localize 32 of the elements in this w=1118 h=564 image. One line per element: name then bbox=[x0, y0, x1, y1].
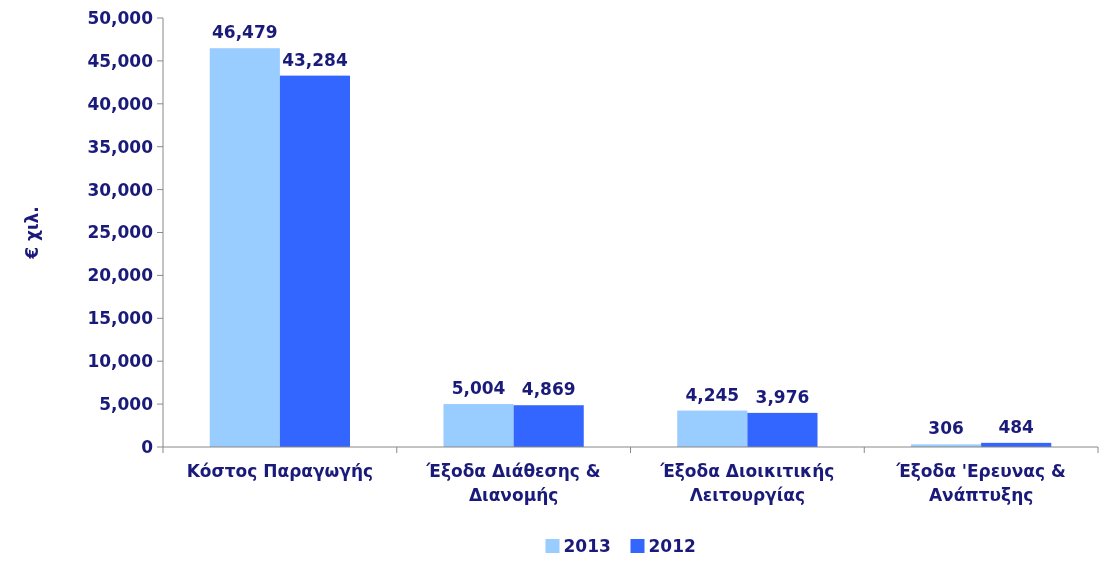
y-axis-title: € χιλ. bbox=[22, 206, 42, 260]
data-label: 3,976 bbox=[755, 386, 810, 407]
x-tick-label: Έξοδα Διοικιτικής Λειτουργίας bbox=[659, 461, 835, 505]
data-label: 484 bbox=[998, 416, 1035, 437]
y-tick-label: 20,000 bbox=[87, 265, 154, 286]
y-tick-label: 25,000 bbox=[87, 222, 154, 243]
legend-label: 2013 bbox=[563, 536, 611, 556]
y-tick-label: 5,000 bbox=[99, 394, 154, 415]
bar bbox=[677, 410, 748, 447]
data-label: 306 bbox=[928, 418, 964, 439]
data-label: 46,479 bbox=[212, 22, 278, 43]
y-tick-label: 10,000 bbox=[87, 351, 154, 372]
data-label: 4,245 bbox=[685, 384, 740, 405]
y-tick-label: 15,000 bbox=[87, 308, 154, 329]
y-tick-label: 45,000 bbox=[87, 50, 154, 71]
bar bbox=[747, 412, 818, 447]
y-tick-label: 50,000 bbox=[87, 7, 154, 28]
legend-label: 2012 bbox=[648, 536, 696, 556]
data-label: 5,004 bbox=[451, 378, 506, 399]
bar bbox=[279, 75, 350, 447]
data-label: 4,869 bbox=[521, 379, 576, 400]
x-tick-label: Έξοδα 'Ερευνας & Ανάπτυξης bbox=[895, 461, 1066, 505]
y-tick-label: 35,000 bbox=[87, 136, 154, 157]
y-tick-label: 30,000 bbox=[87, 179, 154, 200]
bar bbox=[513, 405, 584, 447]
bar bbox=[443, 404, 514, 447]
y-tick-label: 0 bbox=[141, 436, 154, 457]
data-label: 43,284 bbox=[282, 49, 348, 70]
bar bbox=[209, 48, 280, 447]
x-tick-label: Κόστος Παραγωγής bbox=[186, 461, 374, 481]
y-tick-label: 40,000 bbox=[87, 93, 154, 114]
x-tick-label: Έξοδα Διάθεσης & Διανομής bbox=[425, 461, 601, 505]
